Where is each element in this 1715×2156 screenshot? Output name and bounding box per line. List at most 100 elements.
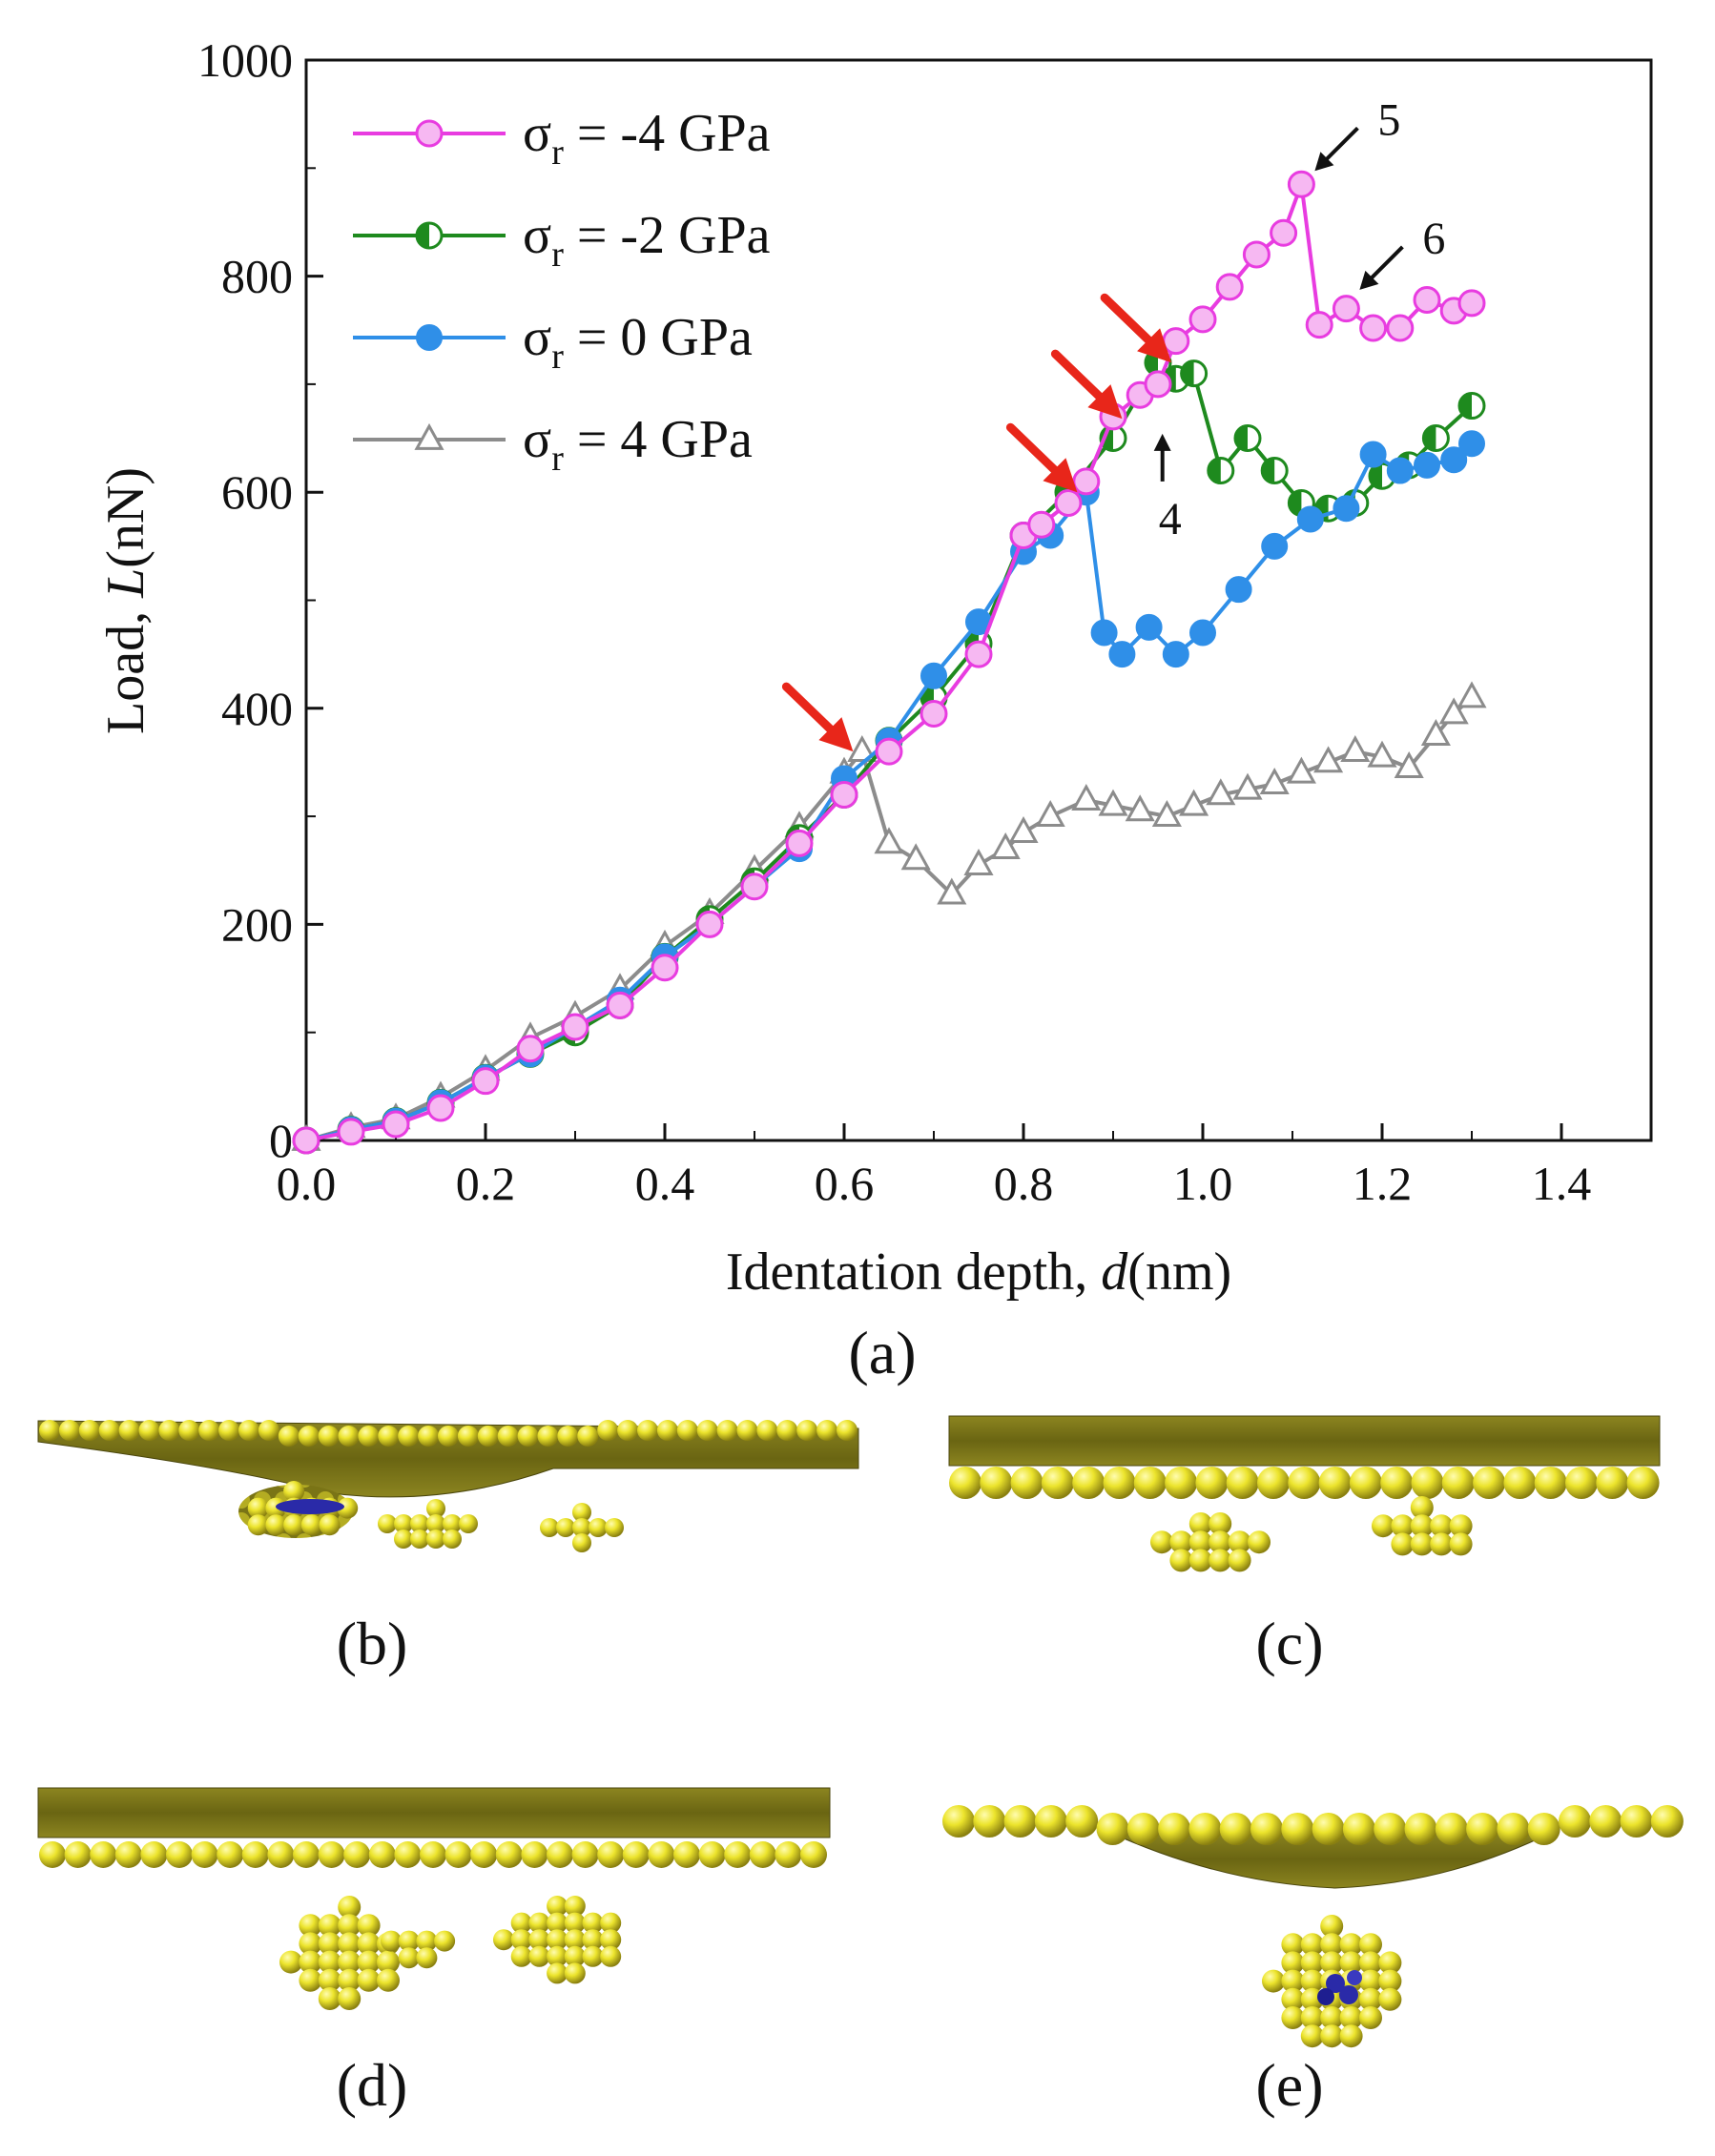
data-point [1259, 767, 1290, 794]
atom [1072, 1467, 1105, 1499]
atom [1320, 1933, 1344, 1957]
panel-label-b: (b) [337, 1610, 408, 1677]
atom [637, 1420, 658, 1441]
y-axis-title-prefix: Load, [96, 598, 155, 734]
atom [537, 1426, 559, 1447]
black-arrow-shaft [1365, 245, 1404, 284]
legend-entry-3: σr = 4 GPa [353, 410, 753, 479]
data-point [651, 954, 679, 982]
panel-label-a: (a) [848, 1319, 916, 1386]
atom [318, 1932, 341, 1956]
data-point-half-fill [1459, 393, 1472, 419]
atom [1250, 1813, 1283, 1845]
atom [1195, 1467, 1229, 1499]
atom [357, 1914, 381, 1938]
data-point [1188, 305, 1217, 334]
atom [571, 1841, 599, 1868]
data-point [1367, 740, 1397, 768]
y-tick-label: 1000 [197, 33, 293, 87]
legend-entry-2: σr = 0 GPa [353, 308, 753, 377]
atom [698, 1841, 726, 1868]
data-point [516, 1035, 545, 1063]
x-tick-label: 0.6 [815, 1157, 875, 1210]
data-point [1457, 289, 1486, 318]
snapshot-b-cluster-2 [378, 1499, 478, 1549]
atom [1589, 1805, 1622, 1838]
data-point [1151, 799, 1182, 827]
atom [398, 1947, 420, 1969]
atom [749, 1841, 776, 1868]
atom [420, 1841, 446, 1868]
atom [434, 1930, 456, 1952]
atom [394, 1530, 413, 1549]
legend-subscript: r [551, 235, 564, 275]
x-tick-label: 0.4 [635, 1157, 695, 1210]
atom [138, 1420, 160, 1441]
y-axis-title-unit: (nN) [96, 467, 155, 568]
data-point [1287, 170, 1315, 198]
data-point [416, 324, 443, 351]
data-point [1180, 359, 1209, 388]
atom [299, 1932, 322, 1956]
atom [1339, 1951, 1363, 1975]
data-point [1090, 619, 1118, 647]
atom [247, 1497, 269, 1519]
atom [547, 1912, 568, 1934]
atom [1559, 1805, 1591, 1838]
data-point [874, 827, 904, 854]
atom [1339, 2006, 1363, 2029]
atom [736, 1420, 758, 1441]
data-point [1072, 467, 1101, 496]
x-axis-title-unit: (nm) [1127, 1242, 1231, 1302]
atom [337, 1497, 359, 1519]
atom [510, 1945, 532, 1967]
red-arrow [781, 682, 854, 752]
data-point [1359, 314, 1388, 342]
y-tick-label: 800 [221, 250, 293, 303]
atom [398, 1426, 420, 1447]
atom [510, 1912, 532, 1934]
atom [1209, 1530, 1232, 1554]
legend-value: = -2 GPa [564, 206, 771, 265]
data-point [937, 877, 967, 905]
data-point-half-fill [1208, 458, 1221, 483]
snapshot-e-sheet [1105, 1830, 1556, 1889]
data-point [963, 848, 994, 875]
atom [293, 1841, 320, 1868]
legend-subscript: r [551, 439, 564, 479]
data-point [1457, 392, 1486, 421]
data-point [990, 832, 1021, 859]
atom [410, 1530, 429, 1549]
snapshot-d-sheet [37, 1787, 831, 1838]
atom [1339, 2024, 1363, 2048]
atom [547, 1841, 573, 1868]
atom [338, 1968, 362, 1992]
black-arrow-head [1153, 433, 1171, 451]
black-arrow-head [1314, 152, 1334, 172]
atom [299, 1968, 322, 1992]
snapshot-c-sheet [948, 1415, 1661, 1467]
atom [1003, 1805, 1037, 1838]
atom [528, 1945, 550, 1967]
atom [1650, 1805, 1684, 1838]
atom [318, 1968, 341, 1992]
atom [837, 1420, 858, 1441]
atom [648, 1841, 675, 1868]
atom [1320, 1951, 1344, 1975]
atom [378, 1514, 397, 1533]
atom [656, 1420, 678, 1441]
atom [1339, 1933, 1363, 1957]
data-point [1054, 489, 1083, 518]
atom [696, 1420, 718, 1441]
atom [1288, 1467, 1321, 1499]
atom [39, 1420, 60, 1441]
atom [283, 1481, 305, 1502]
data-point [1261, 532, 1289, 560]
atom [1133, 1467, 1167, 1499]
atom [377, 1968, 400, 1992]
x-tick-label: 1.0 [1173, 1157, 1233, 1210]
data-point [1162, 327, 1190, 356]
atom [410, 1514, 429, 1533]
snapshot-b [37, 1420, 859, 1552]
atom [426, 1530, 445, 1549]
